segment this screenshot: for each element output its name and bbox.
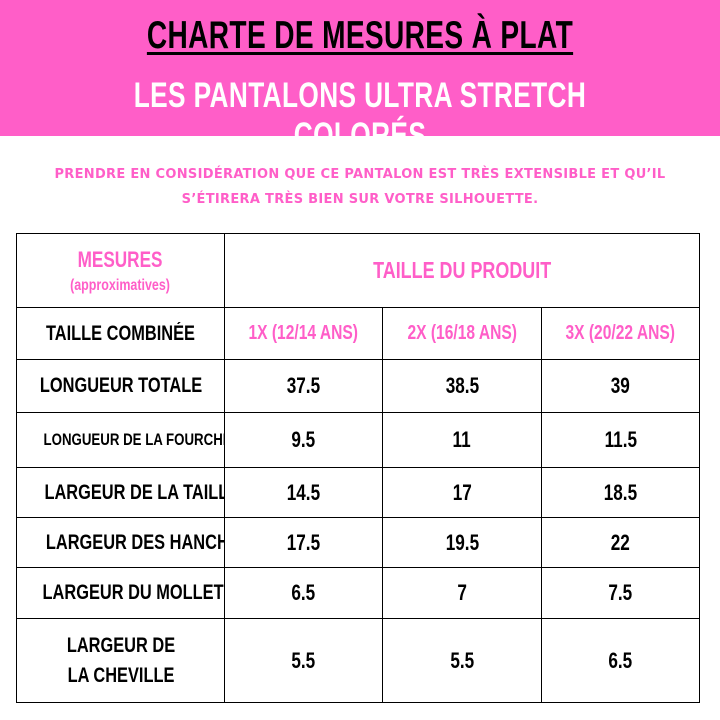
measure-value: 39	[610, 373, 631, 398]
value-cell: 17	[382, 467, 542, 518]
value-cell: 19.5	[382, 517, 542, 568]
value-cell: 7	[382, 567, 542, 619]
size-cell-3x: 3X (20/22 ANS)	[540, 307, 701, 360]
measure-value: 14.5	[286, 479, 321, 505]
measures-subheader: (approximatives)	[70, 276, 171, 294]
value-cell: 39	[540, 359, 701, 413]
row-label-cell: LONGUEUR TOTALE	[16, 359, 225, 413]
measure-value: 7	[457, 580, 467, 605]
row-label: LARGEUR DU MOLLET	[42, 581, 224, 604]
value-cell: 9.5	[224, 412, 383, 468]
product-size-header-cell: TAILLE DU PRODUIT	[223, 233, 701, 308]
measures-header: MESURES	[78, 246, 163, 272]
size-label: 3X (20/22 ANS)	[565, 322, 676, 344]
value-cell: 38.5	[382, 359, 542, 413]
measure-value: 37.5	[286, 373, 321, 398]
row-label: LARGEUR DE LA CHEVILLE	[66, 633, 175, 687]
measure-value: 22	[610, 529, 631, 555]
table-row: LARGEUR DE LA CHEVILLE 5.5 5.5 6.5	[16, 618, 701, 703]
measure-value: 17	[452, 479, 472, 505]
measure-value: 11.5	[604, 427, 637, 452]
value-cell: 11	[382, 412, 542, 468]
measure-value: 18.5	[603, 479, 638, 505]
table-row: LONGUEUR DE LA FOURCHE 9.5 11 11.5	[16, 412, 701, 468]
table-row: TAILLE COMBINÉE 1X (12/14 ANS) 2X (16/18…	[16, 307, 701, 360]
combined-size-label-cell: TAILLE COMBINÉE	[16, 307, 225, 360]
table-row: LARGEUR DU MOLLET 6.5 7 7.5	[16, 567, 701, 619]
table-header-row: MESURES (approximatives) TAILLE DU PRODU…	[16, 233, 701, 308]
note-line-2: S’ÉTIRERA TRÈS BIEN SUR VOTRE SILHOUETTE…	[181, 192, 539, 207]
product-size-header: TAILLE DU PRODUIT	[372, 257, 552, 283]
value-cell: 6.5	[224, 567, 383, 619]
table-row: LARGEUR DES HANCHES 17.5 19.5 22	[16, 517, 701, 568]
note-line-1: PRENDRE EN CONSIDÉRATION QUE CE PANTALON…	[54, 167, 666, 182]
size-cell-2x: 2X (16/18 ANS)	[382, 307, 542, 360]
combined-size-label: TAILLE COMBINÉE	[46, 321, 195, 345]
table-row: LONGUEUR TOTALE 37.5 38.5 39	[16, 359, 701, 413]
stretch-note: PRENDRE EN CONSIDÉRATION QUE CE PANTALON…	[20, 162, 700, 212]
measure-value: 9.5	[291, 427, 316, 452]
value-cell: 5.5	[382, 618, 542, 703]
value-cell: 6.5	[540, 618, 701, 703]
value-cell: 17.5	[224, 517, 383, 568]
row-label-cell: LONGUEUR DE LA FOURCHE	[16, 412, 225, 468]
row-label-cell: LARGEUR DES HANCHES	[16, 517, 225, 568]
measures-header-cell: MESURES (approximatives)	[16, 233, 225, 308]
measure-value: 38.5	[445, 373, 479, 398]
measure-value: 19.5	[445, 529, 479, 555]
value-cell: 5.5	[224, 618, 383, 703]
measure-value: 6.5	[608, 647, 633, 673]
value-cell: 37.5	[224, 359, 383, 413]
size-label: 2X (16/18 ANS)	[407, 322, 517, 344]
header-banner: CHARTE DE MESURES À PLAT LES PANTALONS U…	[0, 0, 720, 155]
measure-value: 11	[452, 427, 472, 452]
row-label-cell: LARGEUR DU MOLLET	[16, 567, 225, 619]
table-row: LARGEUR DE LA TAILLE 14.5 17 18.5	[16, 467, 701, 518]
value-cell: 14.5	[224, 467, 383, 518]
value-cell: 18.5	[540, 467, 701, 518]
page-subtitle: LES PANTALONS ULTRA STRETCH COLORÉS	[133, 76, 587, 155]
row-label-cell: LARGEUR DE LA TAILLE	[16, 467, 225, 518]
size-cell-1x: 1X (12/14 ANS)	[224, 307, 383, 360]
row-label: LARGEUR DES HANCHES	[45, 530, 224, 554]
value-cell: 22	[540, 517, 701, 568]
page-title: CHARTE DE MESURES À PLAT	[146, 14, 574, 57]
row-label: LONGUEUR DE LA FOURCHE	[43, 430, 225, 449]
measure-value: 7.5	[608, 580, 633, 605]
measure-value: 5.5	[291, 647, 316, 673]
row-label: LARGEUR DE LA TAILLE	[44, 480, 225, 504]
value-cell: 7.5	[540, 567, 701, 619]
measure-value: 5.5	[450, 647, 474, 673]
row-label-cell: LARGEUR DE LA CHEVILLE	[16, 618, 225, 703]
measure-value: 6.5	[291, 580, 316, 605]
size-label: 1X (12/14 ANS)	[248, 322, 359, 344]
row-label: LONGUEUR TOTALE	[39, 374, 203, 397]
value-cell: 11.5	[540, 412, 701, 468]
size-chart-table: MESURES (approximatives) TAILLE DU PRODU…	[16, 233, 701, 703]
measure-value: 17.5	[286, 529, 321, 555]
